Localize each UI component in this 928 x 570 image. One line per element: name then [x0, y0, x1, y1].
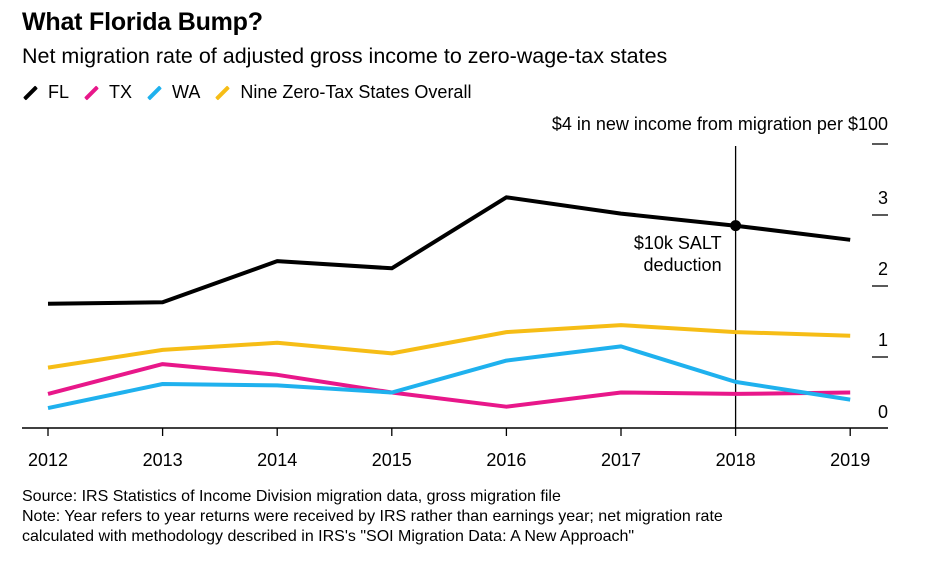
legend-item-tx: TX: [83, 82, 132, 103]
chart-subtitle: Net migration rate of adjusted gross inc…: [22, 44, 668, 68]
salt-deduction-marker: [730, 220, 742, 232]
y-tick-label-4: $4 in new income from migration per $100: [552, 114, 888, 134]
legend-item-fl: FL: [22, 82, 69, 103]
legend-item-wa: WA: [146, 82, 200, 103]
y-tick-label-3: 3: [878, 188, 888, 208]
x-tick-label-2017: 2017: [601, 450, 641, 470]
x-tick-label-2012: 2012: [28, 450, 68, 470]
y-tick-label-1: 1: [878, 330, 888, 350]
series-line-fl: [47, 195, 851, 306]
series-line-nine-zero-tax-states-overall: [47, 323, 851, 370]
legend-label-wa: WA: [172, 82, 201, 102]
x-tick-label-2019: 2019: [830, 450, 870, 470]
annotation-text-line-1: $10k SALT: [634, 233, 722, 253]
note-text-line-2: calculated with methodology described in…: [22, 528, 635, 545]
y-tick-label-2: 2: [878, 259, 888, 279]
x-tick-label-2018: 2018: [716, 450, 756, 470]
series-line-wa: [47, 344, 851, 411]
x-tick-label-2014: 2014: [257, 450, 297, 470]
chart-title: What Florida Bump?: [22, 8, 263, 36]
y-tick-label-0: 0: [878, 402, 888, 422]
legend-label-zero-tax-overall: Nine Zero-Tax States Overall: [240, 82, 472, 102]
legend-item-zero-tax-overall: Nine Zero-Tax States Overall: [214, 82, 471, 103]
series-line-tx: [47, 362, 851, 409]
source-text: Source: IRS Statistics of Income Divisio…: [22, 488, 561, 505]
annotation-text-line-2: deduction: [644, 255, 722, 275]
source-notes: Source: IRS Statistics of Income Divisio…: [22, 487, 723, 547]
x-tick-label-2016: 2016: [486, 450, 526, 470]
legend: FL TX WA Nine Zero-Tax States Overall: [22, 82, 485, 103]
legend-label-fl: FL: [48, 82, 70, 102]
legend-label-tx: TX: [109, 82, 133, 102]
x-tick-label-2013: 2013: [143, 450, 183, 470]
note-text-line-1: Note: Year refers to year returns were r…: [22, 508, 723, 525]
x-tick-label-2015: 2015: [372, 450, 412, 470]
